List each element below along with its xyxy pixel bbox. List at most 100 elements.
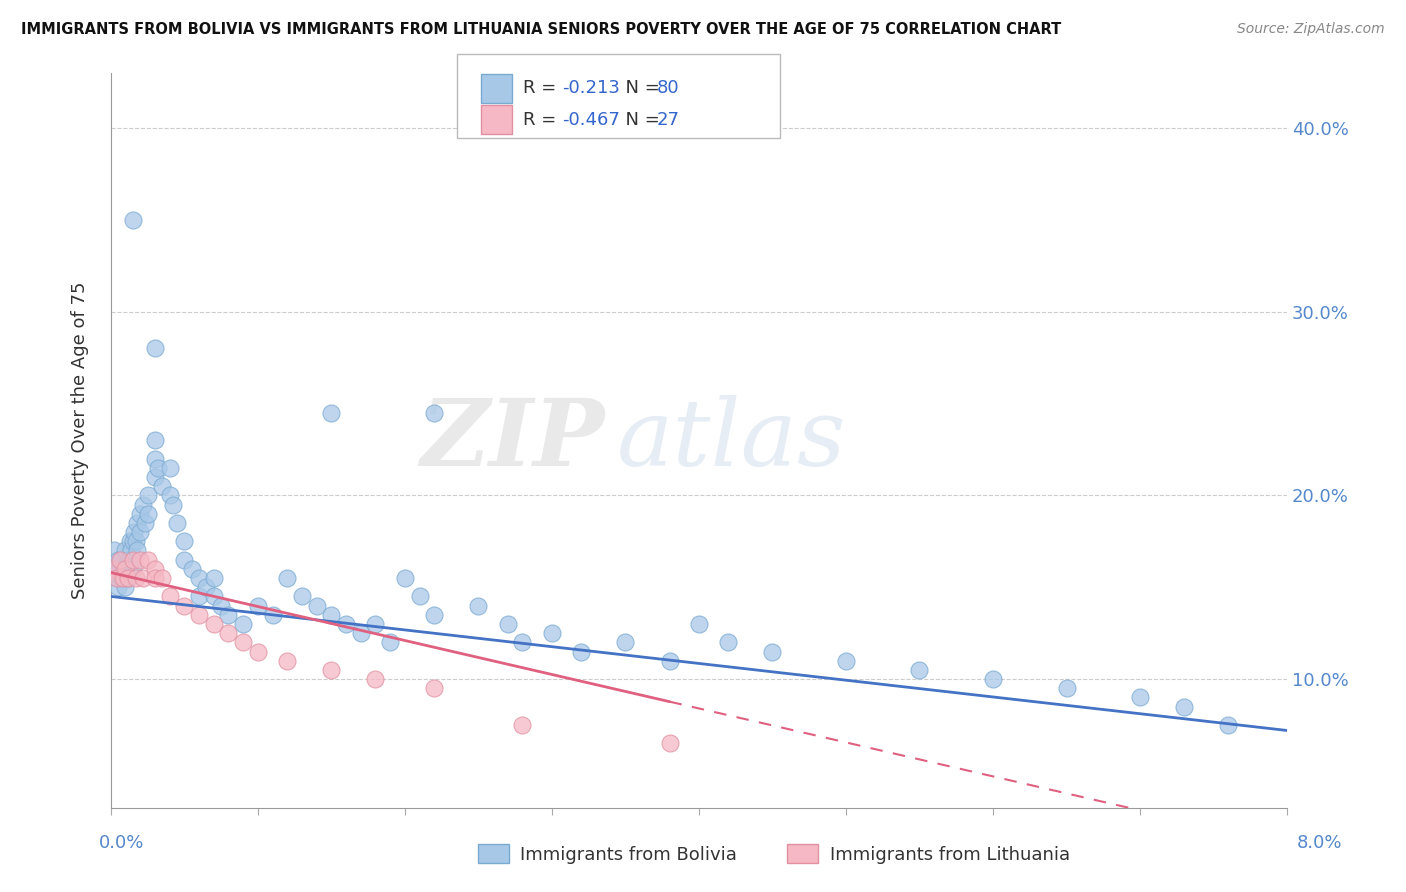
Point xyxy=(150,479,173,493)
Point xyxy=(569,644,592,658)
Point xyxy=(110,552,132,566)
Text: Immigrants from Lithuania: Immigrants from Lithuania xyxy=(830,846,1070,863)
Point xyxy=(262,607,284,622)
Point xyxy=(173,534,195,549)
Point xyxy=(118,552,141,566)
Text: -0.213: -0.213 xyxy=(562,79,620,97)
Text: 27: 27 xyxy=(657,111,679,128)
Point xyxy=(394,571,416,585)
Point xyxy=(688,617,710,632)
Point xyxy=(350,626,373,640)
Point xyxy=(136,488,159,502)
Point xyxy=(364,617,387,632)
Point xyxy=(121,213,143,227)
Point xyxy=(1173,699,1195,714)
Point xyxy=(1056,681,1078,696)
Point xyxy=(195,580,218,594)
Point xyxy=(276,571,298,585)
Point xyxy=(136,507,159,521)
Text: Immigrants from Bolivia: Immigrants from Bolivia xyxy=(520,846,737,863)
Point xyxy=(114,562,136,576)
Point xyxy=(209,599,232,613)
Point xyxy=(364,672,387,686)
Point xyxy=(114,562,136,576)
Point xyxy=(143,451,166,466)
Point xyxy=(121,562,143,576)
Point xyxy=(105,571,128,585)
Point xyxy=(512,635,534,649)
Point xyxy=(232,635,254,649)
Point xyxy=(117,552,139,566)
Point xyxy=(246,644,269,658)
Point xyxy=(105,571,128,585)
Point xyxy=(981,672,1004,686)
Text: Source: ZipAtlas.com: Source: ZipAtlas.com xyxy=(1237,22,1385,37)
Point xyxy=(305,599,328,613)
Point xyxy=(188,590,211,604)
Point xyxy=(423,406,446,420)
Text: atlas: atlas xyxy=(617,395,846,485)
Point xyxy=(658,654,681,668)
Point xyxy=(908,663,931,677)
Point xyxy=(321,607,343,622)
Point xyxy=(111,571,134,585)
Point xyxy=(512,718,534,732)
Point xyxy=(103,543,125,558)
Point xyxy=(173,599,195,613)
Point xyxy=(188,607,211,622)
Point xyxy=(108,552,131,566)
Point xyxy=(467,599,489,613)
Text: N =: N = xyxy=(614,111,666,128)
Point xyxy=(146,460,169,475)
Point xyxy=(143,562,166,576)
Point xyxy=(107,552,129,566)
Text: ZIP: ZIP xyxy=(420,395,605,485)
Text: -0.467: -0.467 xyxy=(562,111,620,128)
Text: 80: 80 xyxy=(657,79,679,97)
Point xyxy=(111,562,134,576)
Point xyxy=(162,498,184,512)
Point xyxy=(423,681,446,696)
Point xyxy=(121,534,143,549)
Point xyxy=(173,552,195,566)
Point xyxy=(114,580,136,594)
Point xyxy=(378,635,401,649)
Point xyxy=(202,617,225,632)
Point xyxy=(143,342,166,356)
Y-axis label: Seniors Poverty Over the Age of 75: Seniors Poverty Over the Age of 75 xyxy=(72,282,89,599)
Point xyxy=(159,590,181,604)
Point xyxy=(761,644,783,658)
Point xyxy=(134,516,156,530)
Point xyxy=(125,534,148,549)
Point xyxy=(1129,690,1152,705)
Point xyxy=(1218,718,1240,732)
Point xyxy=(166,516,188,530)
Point xyxy=(104,562,127,576)
Text: 0.0%: 0.0% xyxy=(98,834,143,852)
Point xyxy=(118,534,141,549)
Point xyxy=(127,543,149,558)
Text: N =: N = xyxy=(614,79,666,97)
Point xyxy=(291,590,314,604)
Point xyxy=(143,470,166,484)
Point xyxy=(110,571,132,585)
Point xyxy=(335,617,357,632)
Point xyxy=(107,580,129,594)
Point xyxy=(159,488,181,502)
Point xyxy=(129,507,152,521)
Point xyxy=(321,406,343,420)
Point xyxy=(276,654,298,668)
Text: R =: R = xyxy=(523,79,562,97)
Point xyxy=(321,663,343,677)
Point xyxy=(129,525,152,540)
Point xyxy=(217,607,239,622)
Point xyxy=(121,552,143,566)
Point xyxy=(117,571,139,585)
Point xyxy=(117,571,139,585)
Text: IMMIGRANTS FROM BOLIVIA VS IMMIGRANTS FROM LITHUANIA SENIORS POVERTY OVER THE AG: IMMIGRANTS FROM BOLIVIA VS IMMIGRANTS FR… xyxy=(21,22,1062,37)
Point xyxy=(658,736,681,750)
Point xyxy=(125,571,148,585)
Point xyxy=(129,552,152,566)
Text: R =: R = xyxy=(523,111,562,128)
Point xyxy=(136,552,159,566)
